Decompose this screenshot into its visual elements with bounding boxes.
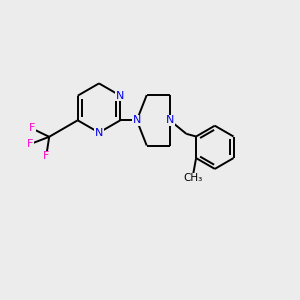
- Text: CH₃: CH₃: [184, 173, 203, 183]
- Text: F: F: [28, 123, 35, 134]
- Text: N: N: [95, 128, 103, 138]
- Text: N: N: [133, 115, 141, 125]
- Text: F: F: [26, 139, 33, 149]
- Text: F: F: [43, 151, 50, 161]
- Text: N: N: [166, 115, 174, 125]
- Text: N: N: [116, 91, 124, 101]
